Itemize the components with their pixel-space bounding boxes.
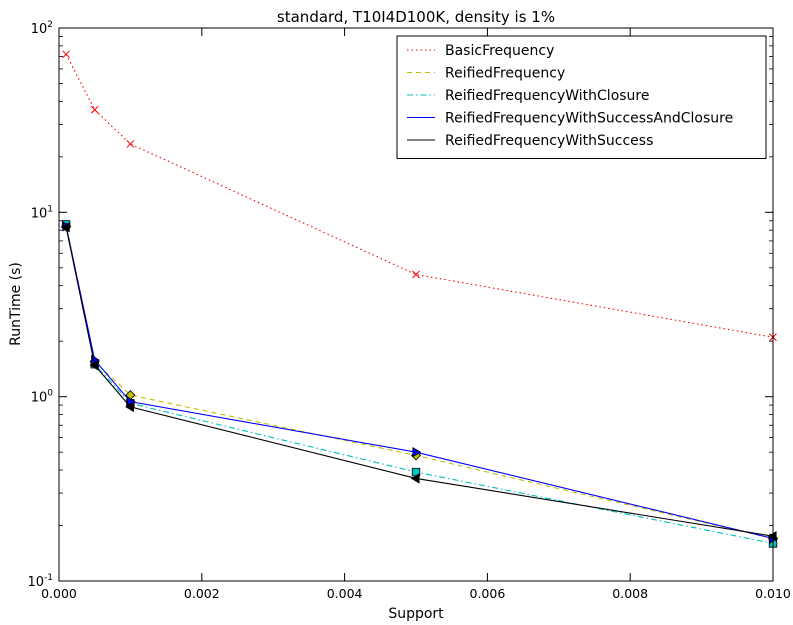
series-line-ReifiedFrequency: [65, 226, 774, 540]
x-tick-label: 0.004: [327, 586, 363, 601]
x-tick-label: 0.002: [184, 586, 220, 601]
data-point-ReifiedFrequencyWithSuccess-3: [410, 473, 420, 484]
y-tick-label: 101: [31, 204, 53, 221]
x-tick-label: 0.008: [612, 586, 648, 601]
series-line-ReifiedFrequencyWithSuccessAndClosure: [65, 226, 774, 540]
legend-box: [396, 35, 767, 159]
series-ReifiedFrequencyWithSuccessAndClosure: [62, 221, 779, 544]
legend-label-ReifiedFrequencyWithSuccessAndClosure: ReifiedFrequencyWithSuccessAndClosure: [445, 111, 733, 127]
x-tick-label: 0.000: [41, 586, 77, 601]
data-point-BasicFrequency-2: [126, 140, 135, 148]
data-point-BasicFrequency-1: [90, 105, 99, 114]
x-tick-label: 0.006: [470, 586, 506, 601]
series-ReifiedFrequencyWithClosure: [61, 220, 778, 548]
plot-layer: [60, 50, 779, 548]
data-point-ReifiedFrequencyWithClosure-3: [411, 467, 421, 477]
data-point-BasicFrequency-3: [412, 270, 420, 279]
data-point-ReifiedFrequencyWithSuccess-2: [125, 401, 134, 413]
x-axis-label: Support: [388, 606, 444, 622]
series-ReifiedFrequencyWithSuccess: [60, 222, 777, 542]
axis-ticks: 0.000 0.002 0.004 0.006 0.008 0.010 10-1 100 101…: [27, 20, 790, 601]
series-ReifiedFrequency: [61, 221, 779, 544]
x-tick-label: 0.010: [755, 586, 791, 601]
plot-frame: [58, 27, 774, 582]
y-tick-label: 10-1: [27, 573, 53, 590]
legend: BasicFrequency ReifiedFrequency ReifiedFre…: [396, 35, 767, 159]
y-tick-label: 102: [31, 20, 53, 37]
legend-label-ReifiedFrequencyWithSuccess: ReifiedFrequencyWithSuccess: [445, 133, 653, 149]
legend-label-ReifiedFrequencyWithClosure: ReifiedFrequencyWithClosure: [445, 88, 650, 104]
series-line-ReifiedFrequencyWithClosure: [65, 224, 774, 544]
series-line-ReifiedFrequencyWithSuccess: [65, 227, 774, 537]
data-point-ReifiedFrequencyWithSuccessAndClosure-3: [412, 446, 422, 458]
y-axis-label: RunTime (s): [8, 262, 24, 346]
series-line-BasicFrequency: [65, 54, 774, 338]
legend-label-BasicFrequency: BasicFrequency: [445, 43, 554, 59]
data-point-ReifiedFrequencyWithSuccess-1: [89, 360, 99, 371]
data-point-BasicFrequency-0: [62, 50, 70, 59]
chart-title: standard, T10I4D100K, density is 1%: [277, 8, 555, 26]
data-point-ReifiedFrequencyWithSuccess-0: [60, 222, 70, 233]
data-point-ReifiedFrequencyWithSuccess-4: [767, 531, 777, 542]
legend-label-ReifiedFrequency: ReifiedFrequency: [445, 66, 565, 82]
y-tick-label: 100: [31, 389, 54, 406]
